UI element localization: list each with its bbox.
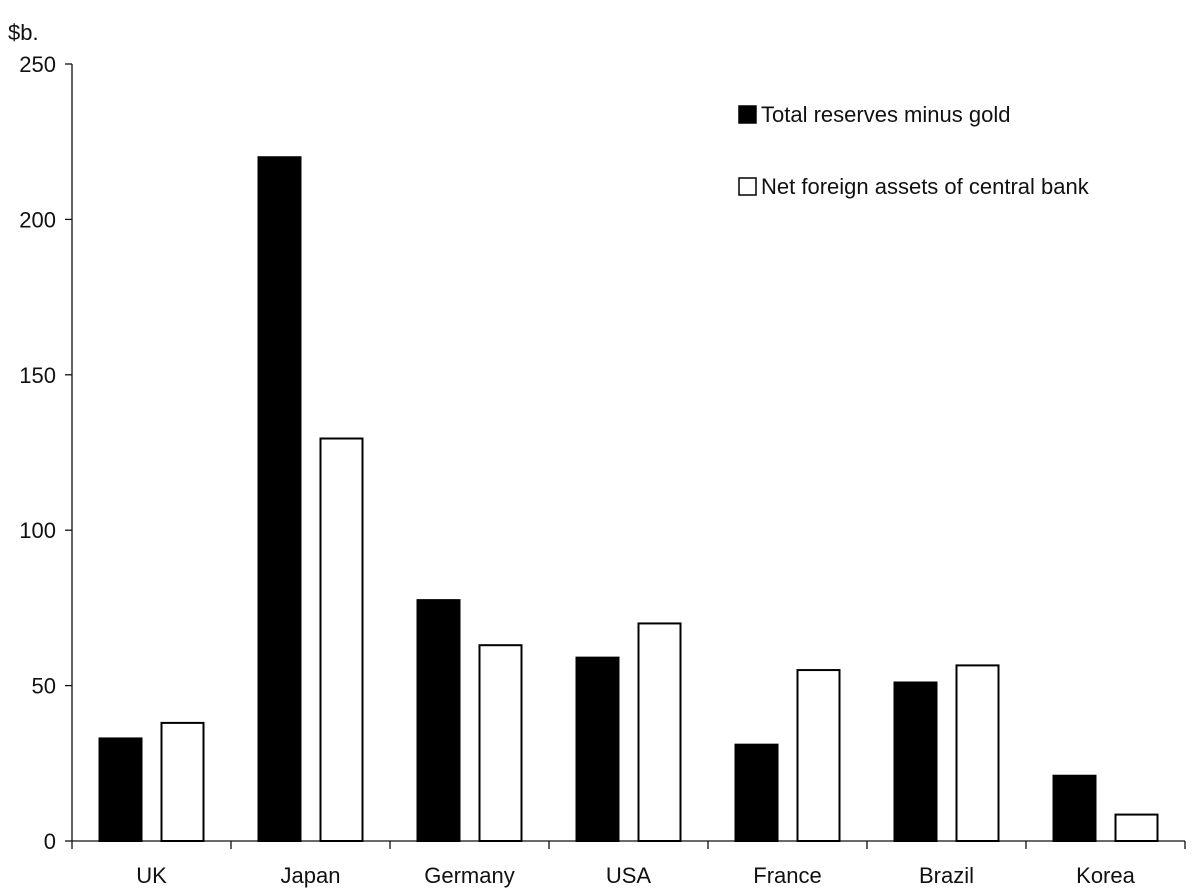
bar-net-foreign-assets: [319, 437, 364, 842]
bar-total-reserves: [734, 743, 779, 842]
category-label: Brazil: [919, 863, 974, 888]
bar-net-foreign-assets: [478, 644, 523, 842]
legend: Total reserves minus gold Net foreign ass…: [738, 102, 1090, 199]
bar-total-reserves: [1052, 774, 1097, 842]
x-axis: UK Japan Germany USA France Brazil Korea: [71, 840, 1186, 888]
y-tick-label: 200: [19, 207, 56, 232]
y-axis-unit-label: $b.: [8, 20, 39, 45]
y-tick-label: 150: [19, 363, 56, 388]
bar-net-foreign-assets: [1114, 813, 1159, 842]
y-tick-label: 50: [32, 674, 56, 699]
y-axis: 0 50 100 150 200 250: [19, 52, 73, 854]
bar-net-foreign-assets: [955, 664, 1000, 843]
category-label: Germany: [424, 863, 514, 888]
y-tick-label: 250: [19, 52, 56, 77]
legend-swatch: [738, 105, 757, 124]
category-label: UK: [136, 863, 167, 888]
bar-total-reserves: [575, 656, 620, 842]
legend-label: Net foreign assets of central bank: [761, 174, 1090, 199]
bar-total-reserves: [257, 156, 302, 843]
y-tick-label: 0: [44, 829, 56, 854]
legend-swatch: [738, 177, 757, 196]
category-label: USA: [606, 863, 652, 888]
bar-total-reserves: [98, 737, 143, 842]
category-label: France: [753, 863, 821, 888]
bar-total-reserves: [416, 599, 461, 842]
bar-net-foreign-assets: [637, 622, 682, 842]
y-tick-label: 100: [19, 518, 56, 543]
legend-label: Total reserves minus gold: [761, 102, 1010, 127]
bar-net-foreign-assets: [796, 669, 841, 842]
bars: [98, 156, 1159, 843]
bar-total-reserves: [893, 681, 938, 842]
category-label: Japan: [281, 863, 341, 888]
category-label: Korea: [1076, 863, 1135, 888]
bar-net-foreign-assets: [160, 721, 205, 842]
